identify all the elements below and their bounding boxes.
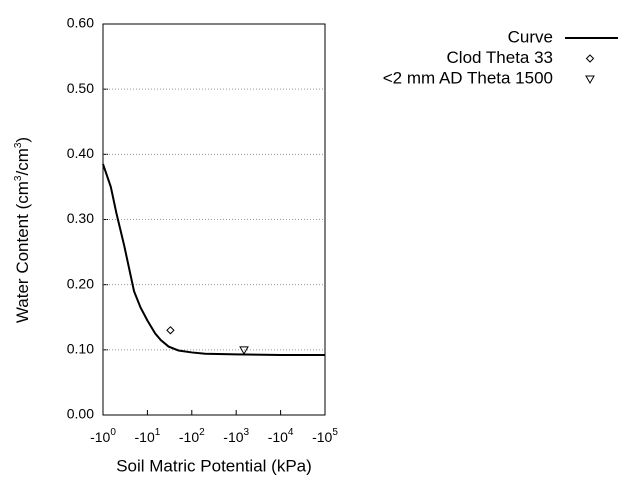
x-tick-base: -10 (312, 429, 332, 445)
y-label-part: /cm (13, 148, 32, 175)
y-tick-label: 0.30 (67, 210, 94, 226)
x-tick-sup: 4 (288, 427, 294, 438)
x-tick-label: -102 (179, 427, 205, 445)
x-tick-label: -105 (312, 427, 338, 445)
marker (585, 54, 595, 63)
legend-label: Curve (508, 27, 553, 46)
marker (239, 346, 249, 355)
legend: Curve Clod Theta 33<2 mm AD Theta 1500 (383, 27, 618, 87)
marker (585, 75, 595, 85)
y-axis-label: Water Content (cm3/cm3) (13, 137, 33, 323)
x-tick-sup: 2 (199, 427, 205, 438)
x-tick-base: -10 (223, 429, 243, 445)
x-tick-base: -10 (90, 429, 110, 445)
y-label-sup: 3 (13, 175, 24, 181)
y-tick-label: 0.60 (67, 15, 94, 31)
x-axis-label: Soil Matric Potential (kPa) (116, 456, 312, 475)
x-tick-base: -10 (179, 429, 199, 445)
x-tick-base: -10 (135, 429, 155, 445)
marker (166, 326, 175, 335)
y-label-part: Water Content (cm (13, 181, 32, 323)
plot-frame (102, 23, 326, 416)
x-tick-sup: 5 (332, 427, 338, 438)
x-tick-label: -100 (90, 427, 116, 445)
y-tick-label: 0.10 (67, 341, 94, 357)
x-tick-sup: 1 (155, 427, 161, 438)
y-tick-label: 0.40 (67, 145, 94, 161)
y-label-part: ) (13, 137, 32, 143)
legend-label: <2 mm AD Theta 1500 (383, 68, 553, 87)
y-tick-label: 0.00 (67, 406, 94, 422)
x-tick-sup: 3 (244, 427, 250, 438)
x-tick-label: -103 (223, 427, 249, 445)
legend-label: Clod Theta 33 (447, 48, 553, 67)
y-label-sup: 3 (13, 142, 24, 148)
x-tick-sup: 0 (110, 427, 116, 438)
x-tick-label: -101 (135, 427, 161, 445)
x-tick-base: -10 (268, 429, 288, 445)
y-tick-label: 0.50 (67, 80, 94, 96)
curve (102, 163, 325, 357)
y-tick-label: 0.20 (67, 275, 94, 291)
x-tick-label: -104 (268, 427, 294, 445)
